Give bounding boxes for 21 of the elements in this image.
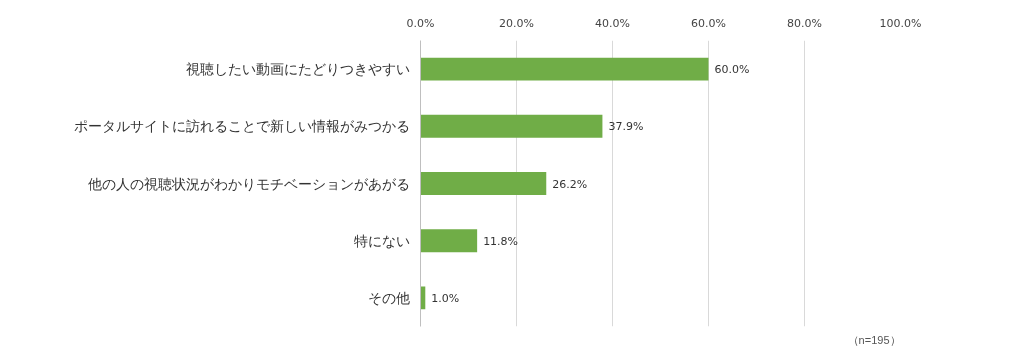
- bar: [420, 57, 709, 81]
- text: （n=195）: [847, 333, 901, 346]
- bar: [420, 114, 603, 138]
- data-label: 11.8%: [483, 234, 519, 248]
- data-label: 60.0%: [714, 63, 750, 77]
- data-label: 26.2%: [552, 177, 588, 191]
- x-tick-label: 60.0%: [691, 16, 726, 30]
- data-label: 1.0%: [431, 291, 460, 305]
- y-tick-label: 視聴したい動画にたどりつきやすい: [185, 61, 410, 78]
- x-tick-label: 0.0%: [406, 16, 435, 30]
- y-tick-label: 特にない: [353, 232, 410, 249]
- x-tick-label: 80.0%: [787, 16, 822, 30]
- x-tick-label: 20.0%: [499, 16, 534, 30]
- bar: [420, 229, 478, 253]
- bar: [420, 172, 547, 195]
- x-tick-label: 40.0%: [595, 16, 630, 30]
- x-tick-label: 100.0%: [879, 16, 922, 30]
- data-label: 37.9%: [608, 120, 644, 134]
- y-tick-label: 他の人の視聴状況がわかりモチベーションがあがる: [87, 175, 410, 192]
- y-tick-label: ポータルサイトに訪れることで新しい情報がみつかる: [73, 118, 410, 135]
- y-tick-label: その他: [367, 289, 410, 306]
